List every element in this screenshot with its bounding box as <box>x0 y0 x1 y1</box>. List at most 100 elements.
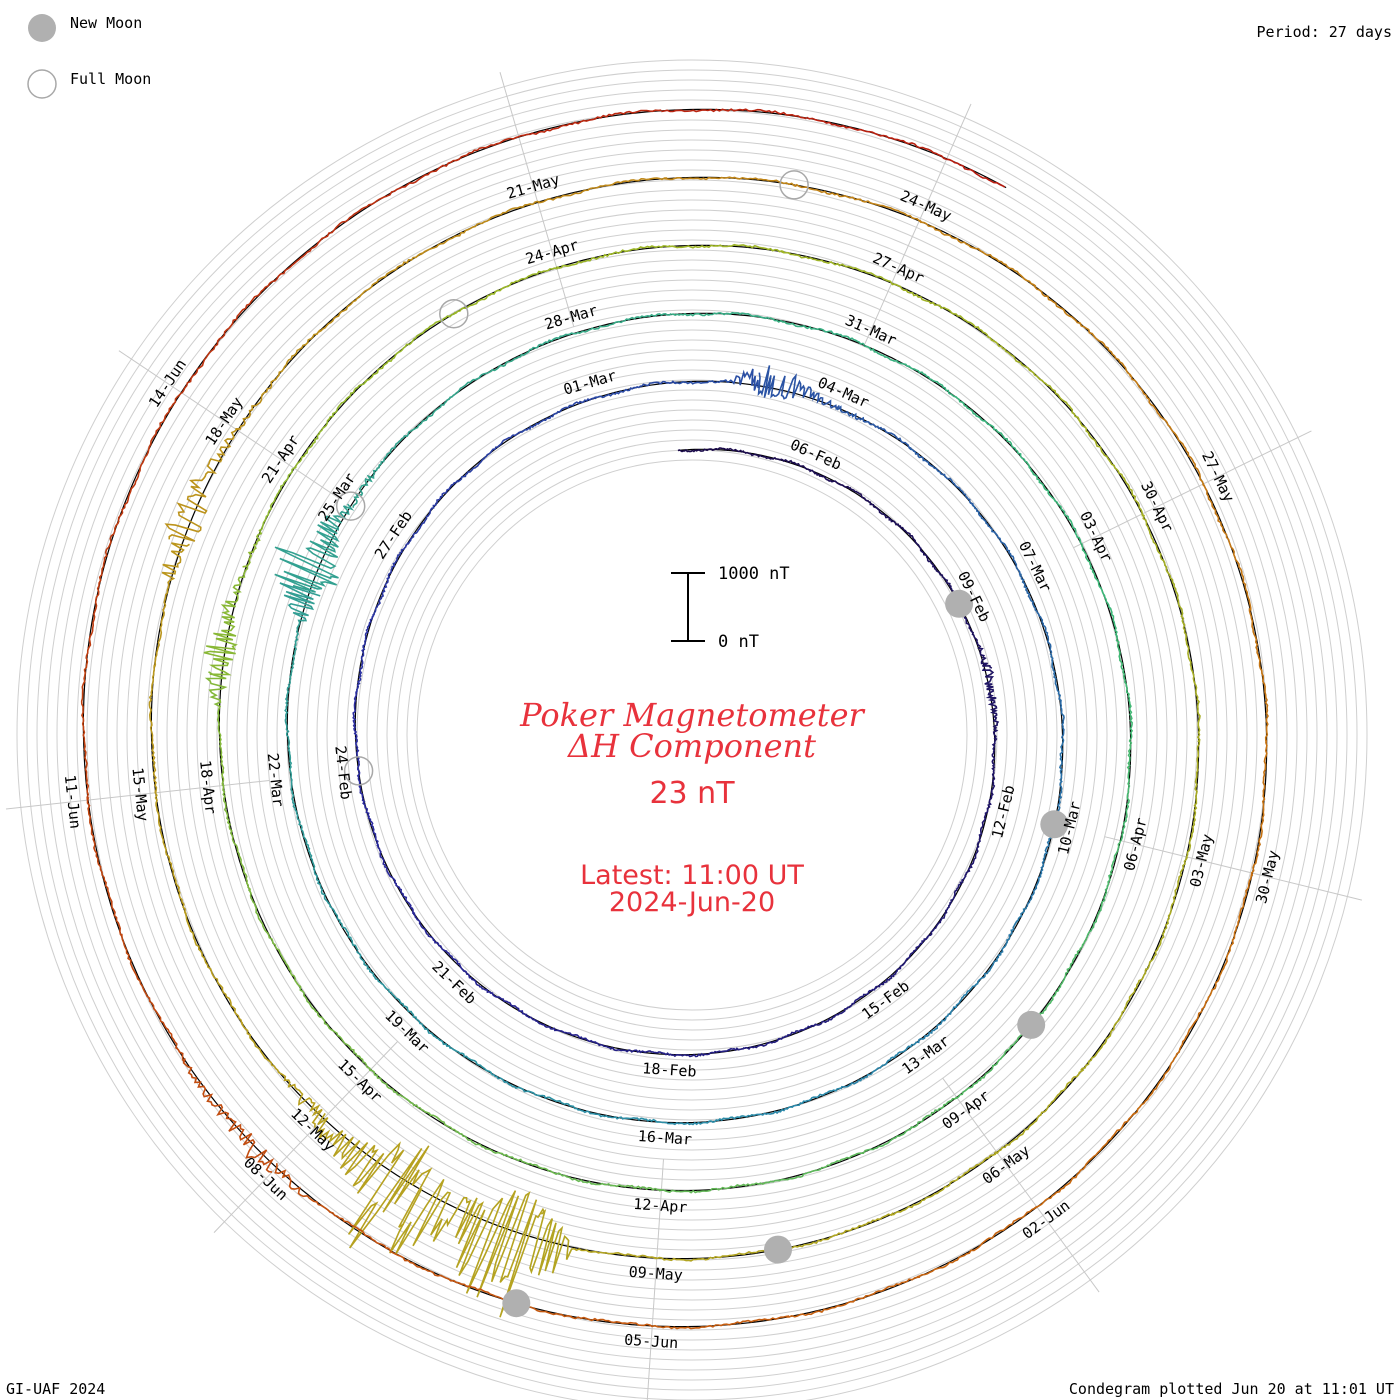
day-spoke <box>646 1158 664 1400</box>
day-spoke <box>213 1041 398 1233</box>
trace-segment <box>1248 608 1269 743</box>
trace-segment <box>840 1041 917 1090</box>
trace-segment <box>919 219 1037 287</box>
trace-segment <box>290 777 316 870</box>
trace-segment <box>1086 840 1122 938</box>
trace-segment <box>649 1315 790 1330</box>
trace-segment <box>407 479 459 545</box>
grid-ring <box>296 339 1088 1131</box>
trace-segment <box>181 280 273 394</box>
grid-ring <box>86 129 1298 1341</box>
trace-segment <box>1144 856 1189 972</box>
trace-segment <box>121 933 186 1063</box>
grid-ring <box>126 169 1258 1301</box>
trace-segment <box>386 136 519 197</box>
grid-ring <box>186 229 1198 1241</box>
trace-segment <box>1129 373 1206 487</box>
trace-segment <box>743 451 810 471</box>
trace-segment <box>364 311 457 383</box>
trace-segment <box>835 405 912 450</box>
trace-segment <box>1182 622 1201 743</box>
grid-ring <box>386 429 998 1041</box>
trace-segment <box>1250 740 1268 877</box>
trace-segment <box>487 332 576 374</box>
day-spoke <box>118 350 340 499</box>
trace-segment <box>1080 967 1148 1071</box>
trace-segment <box>916 979 980 1044</box>
legend: New Moon Full Moon <box>27 14 151 99</box>
period-label: Period: 27 days <box>1257 23 1392 41</box>
grid-ring <box>256 299 1128 1171</box>
trace-segment <box>806 116 947 161</box>
trace-segment <box>742 1024 815 1050</box>
trace-segment <box>242 466 297 568</box>
trace-segment <box>453 266 560 315</box>
trace-segment <box>386 1246 517 1304</box>
trace-segment <box>864 1096 958 1152</box>
grid-ring <box>36 79 1348 1391</box>
trace-segment <box>812 986 877 1028</box>
grid-ring <box>26 69 1358 1400</box>
grid-ring <box>306 349 1078 1121</box>
trace-segment <box>909 446 974 506</box>
trace-segment <box>1032 284 1132 378</box>
trace-segment <box>1077 416 1144 517</box>
grid-ring <box>246 289 1138 1181</box>
grid-ring <box>96 139 1288 1331</box>
trace-segment <box>312 868 359 951</box>
trace-segment <box>978 906 1028 981</box>
grid-ring <box>76 119 1308 1351</box>
trace-segment <box>279 582 321 685</box>
grid-ring <box>366 409 1018 1061</box>
grid-ring <box>56 99 1328 1371</box>
date-label: 12-Apr <box>633 1195 688 1217</box>
trace-segment <box>994 1069 1085 1154</box>
trace-segment <box>524 1014 598 1045</box>
trace-segment <box>183 911 244 1026</box>
trace-segment <box>154 790 187 915</box>
trace-segment <box>417 1019 493 1075</box>
trace-segment <box>529 1208 657 1276</box>
trace-segment <box>664 176 797 188</box>
full-moon-marker <box>343 756 374 786</box>
trace-segment <box>926 875 967 939</box>
day-spoke <box>942 1077 1100 1293</box>
trace-segment <box>1202 483 1252 611</box>
trace-segment <box>204 671 228 786</box>
trace-segment <box>1141 513 1186 626</box>
trace-segment <box>293 380 368 469</box>
trace-segment <box>868 501 921 548</box>
new-moon-label: New Moon <box>70 14 142 32</box>
grid-ring <box>216 259 1168 1211</box>
grid-ring <box>396 439 988 1031</box>
grid-ring <box>196 239 1188 1231</box>
trace-segment <box>86 796 123 938</box>
trace-segment <box>221 782 251 892</box>
trace-segment <box>463 970 528 1016</box>
trace-segment <box>371 542 409 617</box>
trace-segment <box>316 1112 433 1249</box>
date-label: 15-May <box>128 767 152 823</box>
trace-segment <box>284 683 293 779</box>
trace-segment <box>808 468 870 503</box>
trace-segment <box>247 889 302 988</box>
trace-segment <box>950 393 1026 462</box>
trace-segment <box>991 339 1080 420</box>
trace-segment <box>658 1181 767 1194</box>
chart-subtitle: ΔH Component <box>566 727 816 765</box>
grid-ring <box>16 59 1368 1400</box>
trace-segment <box>182 1058 275 1173</box>
full-moon-icon <box>27 69 57 99</box>
day-spoke <box>863 103 972 347</box>
trace-segment <box>775 1212 894 1252</box>
trace-segment <box>1120 738 1133 841</box>
trace-segment <box>1030 937 1088 1025</box>
grid-ring <box>346 389 1038 1081</box>
trace-segment <box>1081 543 1118 639</box>
new-moon-marker <box>502 1289 531 1318</box>
trace-segment <box>575 1107 667 1124</box>
trace-segment <box>595 1042 671 1056</box>
trace-segment <box>148 664 158 793</box>
trace-segment <box>203 566 249 676</box>
footer-credit: GI-UAF 2024 <box>6 1380 105 1398</box>
